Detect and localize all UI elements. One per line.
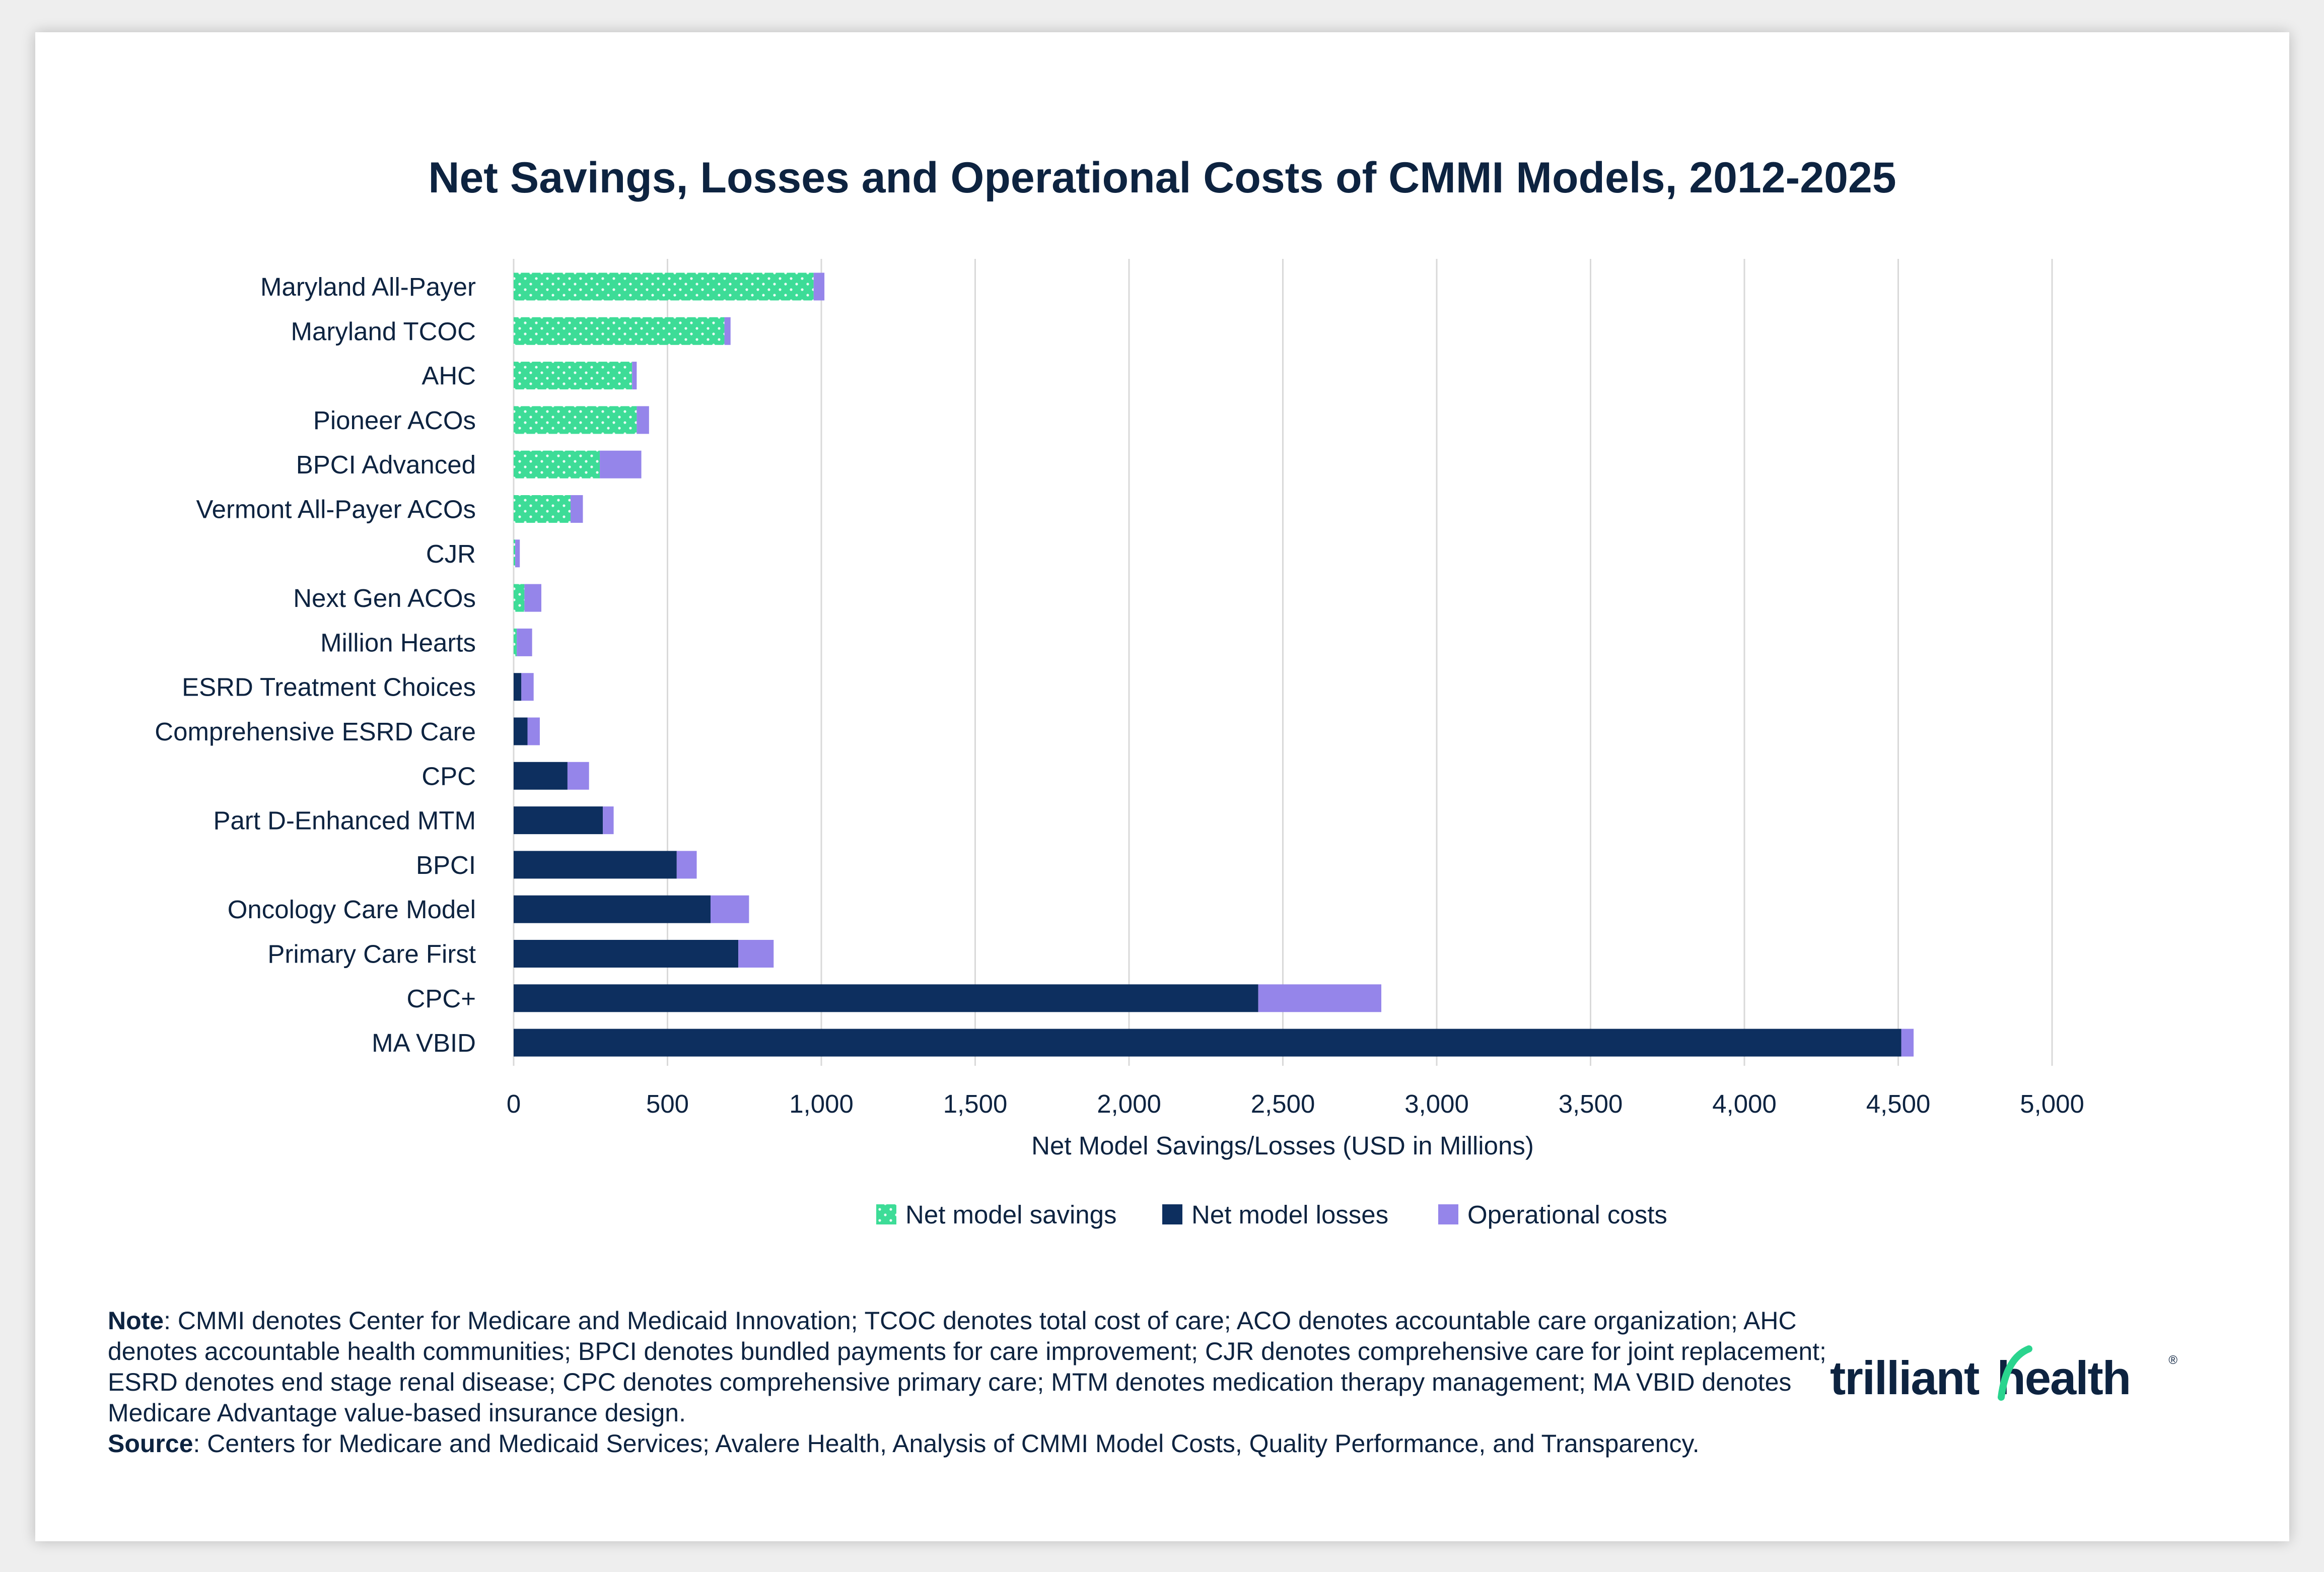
category-label: Next Gen ACOs	[293, 584, 476, 612]
legend: Net model savings Net model losses Operati…	[876, 1200, 1667, 1229]
category-label: CPC	[421, 762, 476, 790]
x-tick-label: 500	[646, 1089, 689, 1118]
bar-savings-3	[514, 406, 637, 434]
bar-losses-9	[514, 673, 522, 701]
chart-title: Net Savings, Losses and Operational Cost…	[428, 154, 1896, 202]
category-label: CJR	[426, 539, 476, 568]
bar-operational-6	[515, 539, 520, 568]
bar-losses-14	[514, 895, 711, 923]
bar-chart: Maryland All-Payer Maryland TCOC AHC Pionee…	[155, 259, 2084, 1229]
bar-savings-2	[514, 362, 632, 390]
category-label: BPCI Advanced	[296, 450, 476, 479]
x-tick-label: 1,500	[943, 1089, 1008, 1118]
bar-losses-16	[514, 984, 1258, 1012]
source-paragraph: Source: Centers for Medicare and Medicai…	[108, 1428, 1830, 1459]
x-tick-label: 4,000	[1712, 1089, 1777, 1118]
x-tick-label: 4,500	[1866, 1089, 1931, 1118]
category-label: Comprehensive ESRD Care	[155, 717, 476, 746]
category-label: Maryland TCOC	[291, 317, 476, 346]
legend-label-operational: Operational costs	[1467, 1200, 1667, 1229]
bar-savings-4	[514, 450, 600, 479]
bar-savings-0	[514, 272, 814, 301]
bar-operational-16	[1258, 984, 1382, 1012]
bar-operational-9	[521, 673, 534, 701]
bar-operational-11	[567, 762, 589, 790]
legend-label-savings: Net model savings	[905, 1200, 1117, 1229]
logo-word-health: health	[1997, 1351, 2130, 1404]
bar-losses-10	[514, 717, 528, 745]
registered-mark: ®	[2168, 1353, 2177, 1367]
bar-losses-13	[514, 851, 677, 879]
source-label: Source	[108, 1429, 193, 1458]
x-tick-label: 3,000	[1404, 1089, 1469, 1118]
footnotes: Note: CMMI denotes Center for Medicare a…	[108, 1306, 1830, 1459]
bar-operational-2	[632, 362, 637, 390]
legend-swatch-losses	[1162, 1204, 1182, 1224]
legend-swatch-savings	[876, 1204, 896, 1224]
legend-label-losses: Net model losses	[1191, 1200, 1388, 1229]
x-axis-title: Net Model Savings/Losses (USD in Million…	[1031, 1131, 1534, 1160]
bar-operational-10	[527, 717, 540, 745]
bars	[514, 272, 1914, 1057]
category-label: Vermont All-Payer ACOs	[196, 495, 476, 524]
x-tick-label: 0	[507, 1089, 521, 1118]
bar-operational-13	[676, 851, 697, 879]
category-label: Million Hearts	[320, 628, 476, 657]
note-label: Note	[108, 1307, 164, 1335]
x-tick-label: 1,000	[789, 1089, 854, 1118]
bar-operational-0	[813, 272, 825, 301]
x-tick-label: 2,500	[1251, 1089, 1315, 1118]
logo-swoosh-icon	[1998, 1345, 2032, 1401]
category-label: Part D-Enhanced MTM	[213, 806, 476, 835]
bar-losses-11	[514, 762, 568, 790]
bar-operational-12	[603, 806, 614, 835]
bar-savings-5	[514, 495, 571, 523]
category-label: MA VBID	[372, 1029, 476, 1057]
category-label: AHC	[421, 362, 476, 390]
category-label: CPC+	[407, 984, 476, 1013]
trilliant-health-logo: trilliant health ®	[1830, 1345, 2177, 1404]
x-tick-label: 2,000	[1097, 1089, 1161, 1118]
bar-operational-15	[738, 940, 774, 968]
bar-losses-12	[514, 806, 603, 835]
legend-swatch-operational	[1438, 1204, 1458, 1224]
bar-operational-8	[517, 628, 532, 656]
bar-losses-17	[514, 1029, 1902, 1057]
bar-savings-6	[514, 539, 516, 568]
category-labels: Maryland All-Payer Maryland TCOC AHC Pionee…	[155, 272, 476, 1057]
bar-operational-17	[1901, 1029, 1914, 1057]
source-text: : Centers for Medicare and Medicaid Serv…	[193, 1429, 1700, 1458]
bar-savings-7	[514, 584, 525, 612]
logo-word-trilliant: trilliant	[1830, 1351, 1980, 1404]
bar-operational-1	[724, 317, 731, 345]
note-text: : CMMI denotes Center for Medicare and M…	[108, 1307, 1826, 1427]
note-paragraph: Note: CMMI denotes Center for Medicare a…	[108, 1306, 1830, 1428]
bar-operational-14	[711, 895, 749, 923]
chart-card: Net Savings, Losses and Operational Cost…	[35, 32, 2289, 1541]
category-label: Oncology Care Model	[228, 895, 476, 924]
category-label: Primary Care First	[267, 940, 476, 969]
bar-savings-1	[514, 317, 725, 345]
category-label: ESRD Treatment Choices	[182, 673, 476, 702]
x-tick-labels: 0 500 1,000 1,500 2,000 2,500 3,000 3,500 4,000 4…	[507, 1089, 2084, 1118]
bar-operational-4	[600, 450, 642, 479]
category-label: BPCI	[416, 851, 476, 879]
bar-operational-7	[524, 584, 541, 612]
gridlines	[513, 259, 2053, 1066]
bar-losses-15	[514, 940, 739, 968]
category-label: Maryland All-Payer	[260, 272, 476, 301]
bar-operational-3	[637, 406, 649, 434]
bar-savings-8	[514, 628, 517, 656]
x-tick-label: 5,000	[2020, 1089, 2084, 1118]
category-label: Pioneer ACOs	[313, 406, 476, 435]
bar-operational-5	[571, 495, 583, 523]
x-tick-label: 3,500	[1559, 1089, 1623, 1118]
